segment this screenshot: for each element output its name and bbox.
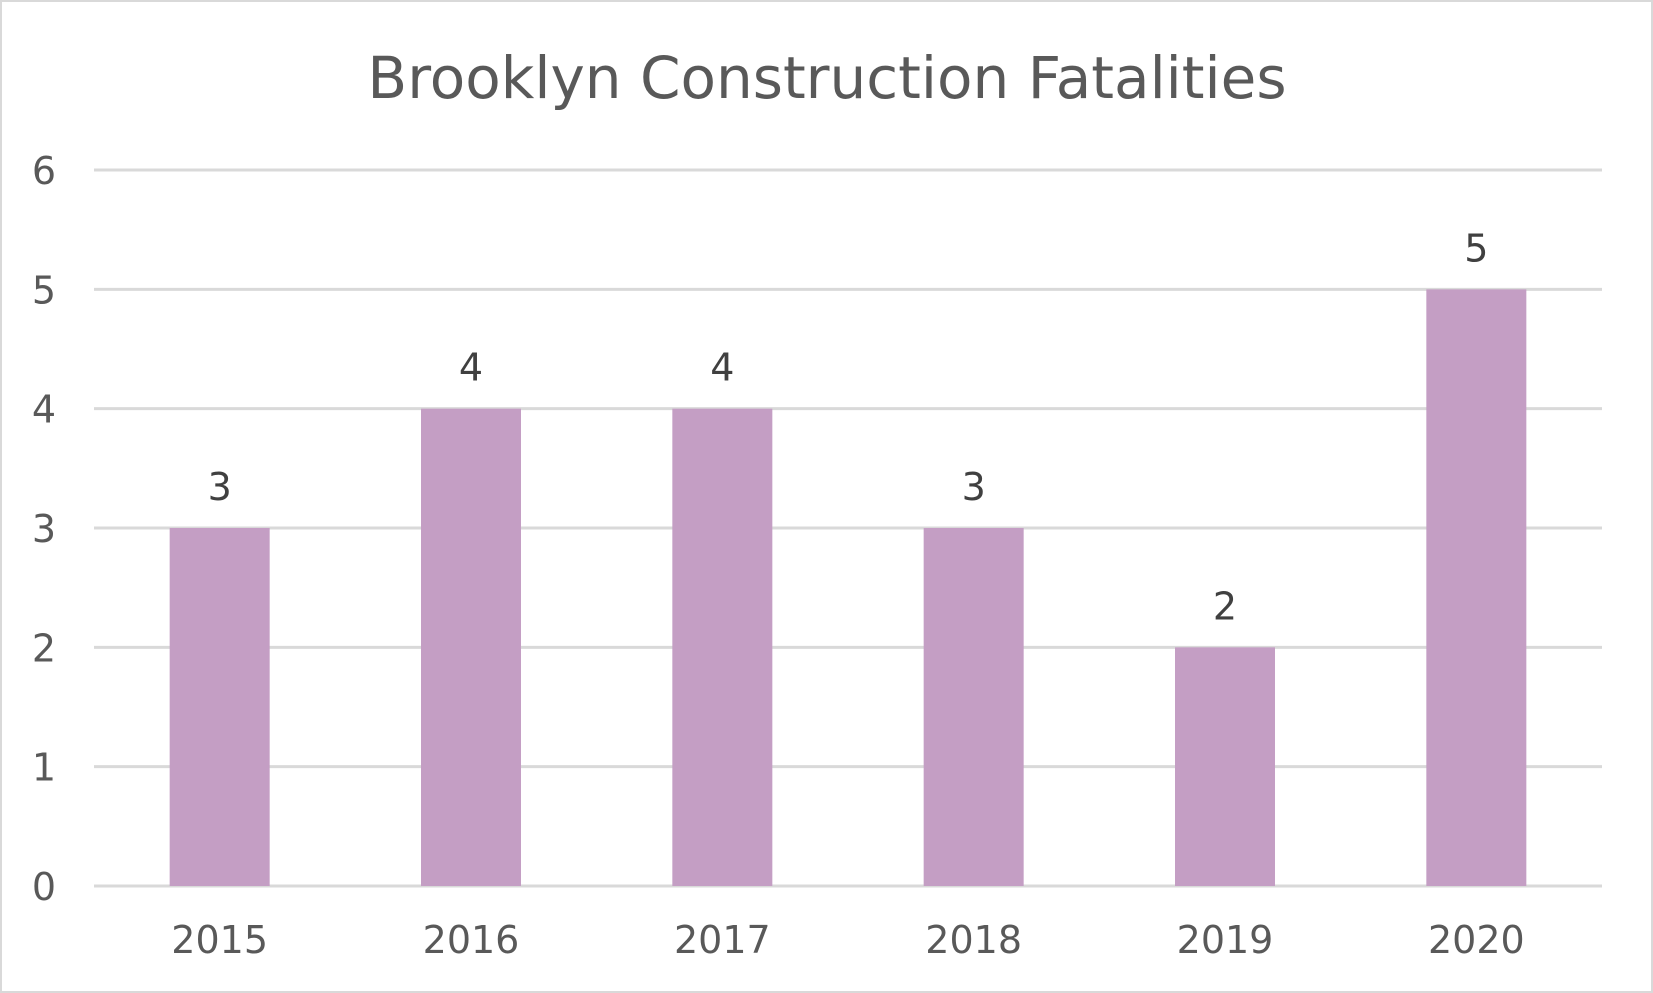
bar-2017	[672, 408, 773, 886]
x-tick-label-2015: 2015	[171, 918, 268, 962]
y-tick-label: 6	[32, 149, 56, 193]
bar-2016	[421, 408, 521, 886]
data-label-2015: 3	[208, 465, 232, 509]
y-tick-label: 4	[32, 388, 56, 432]
bar-2018	[923, 528, 1024, 886]
data-label-2020: 5	[1464, 226, 1488, 270]
y-tick-label: 0	[32, 865, 56, 909]
data-labels: 3 4 4 3 2 5	[208, 226, 1489, 628]
gridlines	[94, 168, 1602, 888]
y-tick-label: 2	[32, 626, 56, 670]
bar-2015	[169, 528, 270, 886]
bar-2020	[1426, 289, 1527, 886]
x-axis-tick-labels: 2015 2016 2017 2018 2019 2020	[171, 918, 1524, 962]
x-tick-label-2020: 2020	[1428, 918, 1525, 962]
data-label-2017: 4	[710, 346, 734, 390]
bar-2019	[1175, 647, 1275, 886]
x-tick-label-2016: 2016	[423, 918, 520, 962]
x-tick-label-2019: 2019	[1177, 918, 1274, 962]
data-label-2019: 2	[1213, 584, 1237, 628]
y-tick-label: 3	[32, 507, 56, 551]
data-label-2016: 4	[459, 346, 483, 390]
x-tick-label-2017: 2017	[674, 918, 771, 962]
y-axis-tick-labels: 0 1 2 3 4 5 6	[32, 149, 56, 909]
bars	[169, 289, 1527, 886]
data-label-2018: 3	[962, 465, 986, 509]
y-tick-label: 1	[32, 746, 56, 790]
y-tick-label: 5	[32, 268, 56, 312]
chart-title: Brooklyn Construction Fatalities	[367, 44, 1286, 112]
x-tick-label-2018: 2018	[925, 918, 1022, 962]
